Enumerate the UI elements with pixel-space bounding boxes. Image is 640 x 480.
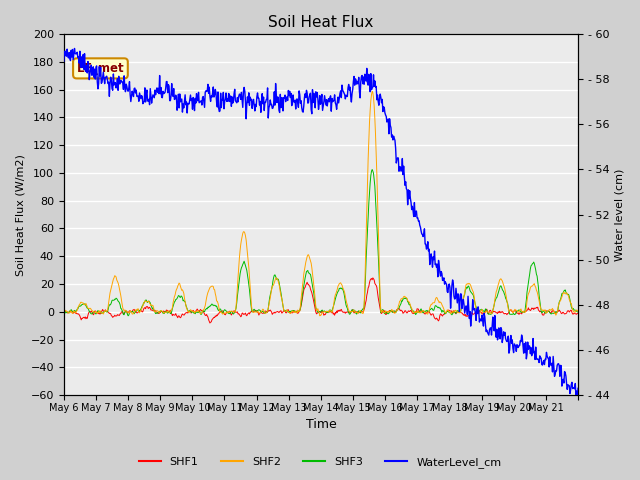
Y-axis label: Soil Heat Flux (W/m2): Soil Heat Flux (W/m2): [15, 154, 25, 276]
X-axis label: Time: Time: [305, 419, 336, 432]
Title: Soil Heat Flux: Soil Heat Flux: [268, 15, 374, 30]
Text: EE_met: EE_met: [77, 62, 124, 75]
Legend: SHF1, SHF2, SHF3, WaterLevel_cm: SHF1, SHF2, SHF3, WaterLevel_cm: [134, 452, 506, 472]
Y-axis label: Water level (cm): Water level (cm): [615, 168, 625, 261]
